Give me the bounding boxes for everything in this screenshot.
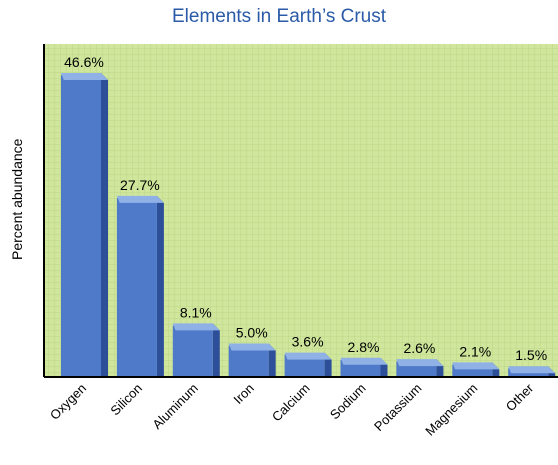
- category-label: Potassium: [371, 381, 425, 435]
- bar-top: [228, 343, 276, 351]
- bar-top: [172, 323, 220, 331]
- category-labels-group: Oxygen Silicon Aluminum Iron Calcium Sodium Po…: [47, 380, 537, 439]
- bar-top: [116, 195, 164, 203]
- category-label: Iron: [230, 381, 256, 407]
- data-label: 46.6%: [64, 54, 104, 70]
- bar-top: [396, 359, 444, 367]
- data-label: 1.5%: [515, 347, 547, 363]
- bar-oxygen: [61, 73, 108, 376]
- bar-top: [61, 73, 108, 80]
- bar-top: [452, 362, 500, 370]
- bar-other: [508, 366, 556, 376]
- bar-sodium: [340, 357, 388, 376]
- chart-title: Elements in Earth’s Crust: [171, 6, 386, 27]
- bar-calcium: [284, 352, 332, 376]
- bars-group: [61, 73, 556, 376]
- bar-top: [340, 357, 388, 365]
- bar-iron: [228, 343, 276, 376]
- bar-potassium: [396, 359, 444, 376]
- bar-silicon: [116, 195, 164, 376]
- data-label: 5.0%: [236, 324, 268, 340]
- bar-front: [116, 197, 157, 376]
- data-label: 2.1%: [459, 343, 491, 359]
- bar-side: [156, 195, 164, 376]
- data-label: 3.6%: [292, 334, 324, 350]
- category-label: Silicon: [107, 381, 145, 419]
- bar-front: [452, 364, 493, 376]
- bar-side: [101, 73, 108, 376]
- category-label: Calcium: [269, 381, 313, 425]
- data-label: 2.6%: [403, 340, 435, 356]
- category-label: Aluminum: [149, 381, 200, 432]
- data-labels-group: 46.6% 27.7% 8.1% 5.0% 3.6% 2.8% 2.6% 2.1% 1.5%: [64, 54, 547, 363]
- category-label: Oxygen: [47, 381, 89, 423]
- category-label: Sodium: [327, 381, 369, 423]
- bar-side: [268, 343, 276, 376]
- category-label: Magnesium: [422, 381, 480, 439]
- bar-front: [172, 325, 213, 376]
- bar-front: [228, 345, 269, 376]
- data-label: 27.7%: [120, 177, 160, 193]
- bar-front: [284, 354, 325, 376]
- bar-top: [284, 352, 332, 360]
- data-label: 2.8%: [348, 339, 380, 355]
- bar-top: [508, 366, 556, 374]
- category-label: Other: [503, 380, 537, 414]
- bar-magnesium: [452, 362, 500, 376]
- bar-side: [212, 323, 220, 376]
- bar-aluminum: [172, 323, 220, 376]
- data-label: 8.1%: [180, 304, 212, 320]
- bar-front: [61, 75, 101, 376]
